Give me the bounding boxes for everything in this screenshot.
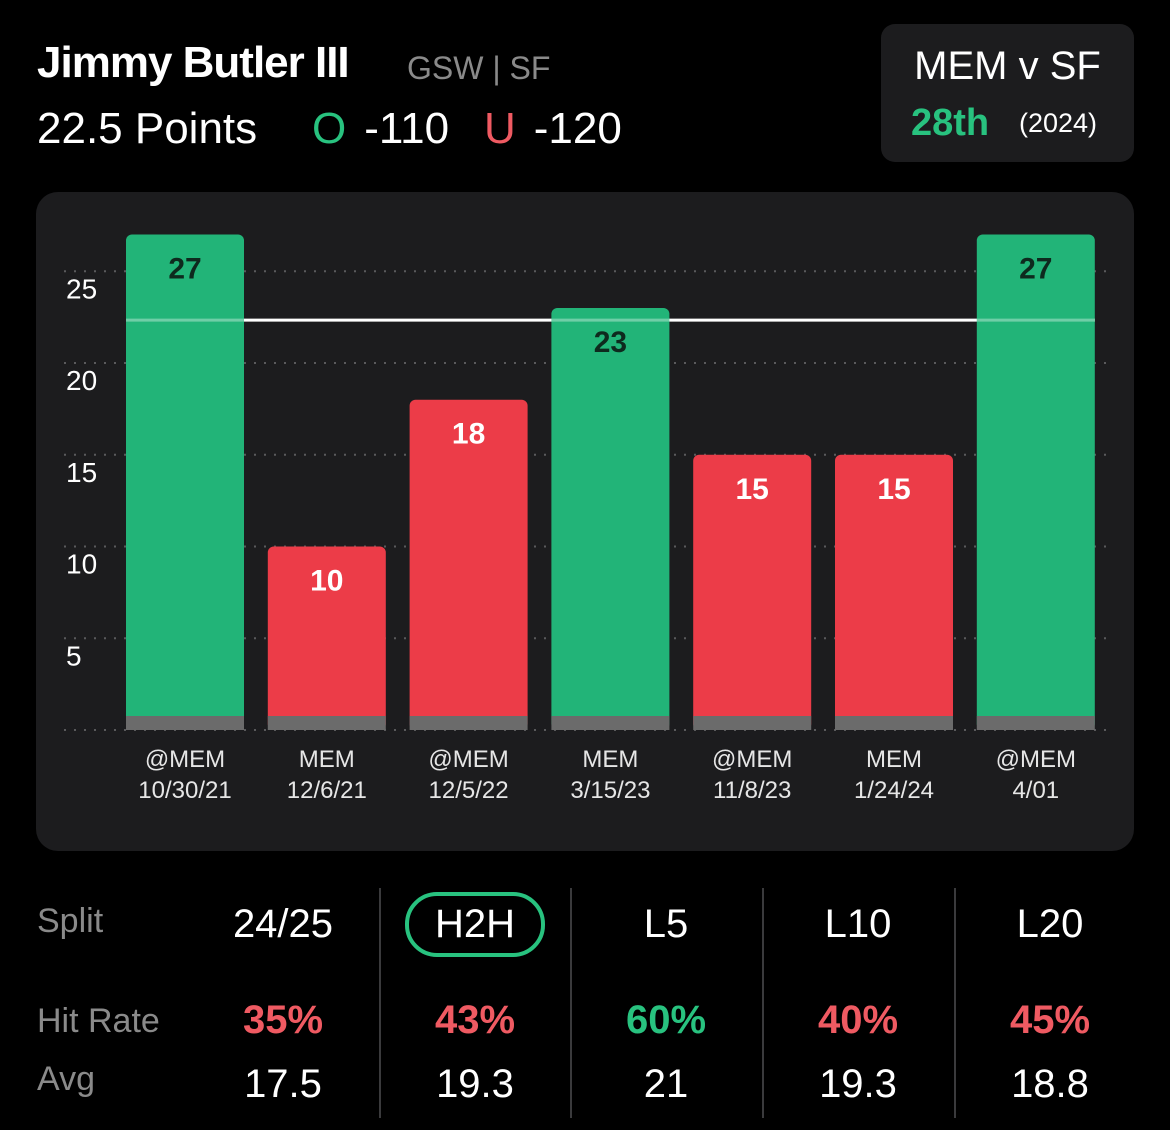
x-tick-label-date: 4/01 — [1012, 777, 1059, 804]
x-tick-label-opponent: @MEM — [712, 746, 792, 773]
matchup-card[interactable]: MEM v SF 28th (2024) — [881, 24, 1134, 162]
hit-rate-value: 40% — [817, 998, 899, 1042]
split-tab-label: L5 — [643, 902, 689, 946]
bar-value-label: 10 — [310, 565, 343, 598]
bar-value-label: 15 — [877, 473, 910, 506]
bar — [835, 454, 953, 730]
x-tick-label-date: 12/5/22 — [429, 777, 509, 804]
bar — [126, 234, 244, 731]
column-divider — [379, 888, 381, 1118]
x-tick-label-opponent: @MEM — [145, 746, 225, 773]
x-tick-label-opponent: @MEM — [996, 746, 1076, 773]
matchup-rank: 28th — [911, 102, 990, 144]
hit-rate-value: 60% — [625, 998, 707, 1042]
bar-value-label: 23 — [594, 326, 627, 359]
bar-base — [126, 716, 244, 730]
column-divider — [570, 888, 572, 1118]
x-tick-label-date: 3/15/23 — [570, 777, 650, 804]
y-tick-label: 20 — [66, 365, 97, 396]
bar-value-label: 18 — [452, 418, 485, 451]
bar-base — [976, 716, 1095, 730]
column-divider — [954, 888, 956, 1118]
bar-base — [551, 716, 670, 730]
avg-row-label: Avg — [37, 1060, 95, 1098]
hit-rate-value: 45% — [1009, 998, 1091, 1042]
split-tab-label: L10 — [824, 902, 892, 946]
x-tick-label-date: 10/30/21 — [138, 777, 231, 804]
split-row-label: Split — [37, 902, 104, 940]
split-tab-label: L20 — [1016, 902, 1084, 946]
bar-base — [409, 716, 528, 730]
hit-rate-value: 43% — [434, 998, 516, 1042]
bar-base — [267, 716, 386, 730]
bar-chart-svg: 5 10 15 20 25 27 @MEM 10/30/21 10 MEM 12/6/21 18 @ME… — [64, 234, 1114, 804]
avg-value: 21 — [643, 1062, 689, 1106]
bar — [267, 546, 386, 730]
x-tick-label-opponent: MEM — [866, 746, 922, 773]
over-odds-button[interactable]: O -110 — [312, 104, 449, 154]
split-tab-l5[interactable]: L5 — [571, 902, 761, 947]
bar-value-label: 27 — [168, 253, 201, 286]
matchup-season: (2024) — [1019, 108, 1098, 138]
hit-rate-value: 35% — [242, 998, 324, 1042]
x-tick-label-date: 1/24/24 — [854, 777, 934, 804]
bar — [693, 454, 812, 730]
bar — [976, 234, 1095, 731]
x-tick-label-opponent: MEM — [582, 746, 638, 773]
x-tick-label-date: 11/8/23 — [713, 777, 791, 804]
bar — [409, 399, 528, 730]
bar-base — [835, 716, 953, 730]
split-tab-h2h[interactable]: H2H — [380, 892, 570, 957]
x-tick-label-date: 12/6/21 — [287, 777, 367, 804]
avg-value: 19.3 — [436, 1062, 514, 1106]
y-tick-label: 10 — [66, 549, 97, 580]
y-tick-label: 5 — [66, 640, 82, 671]
hit-rate-row-label: Hit Rate — [37, 1002, 160, 1040]
bar — [551, 307, 670, 730]
x-tick-label-opponent: @MEM — [428, 746, 508, 773]
over-odds-value: -110 — [364, 104, 450, 153]
bar-base — [693, 716, 812, 730]
player-team-position: GSW | SF — [407, 50, 551, 86]
split-tab-l10[interactable]: L10 — [763, 902, 953, 947]
y-tick-label: 25 — [66, 273, 97, 304]
game-log-chart: 5 10 15 20 25 27 @MEM 10/30/21 10 MEM 12/6/21 18 @ME… — [36, 192, 1134, 851]
column-divider — [762, 888, 764, 1118]
y-tick-label: 15 — [66, 457, 97, 488]
split-tab-label: 24/25 — [232, 902, 334, 946]
under-odds-value: -120 — [533, 104, 622, 153]
avg-value: 18.8 — [1011, 1062, 1089, 1106]
under-tag: U — [484, 104, 516, 153]
player-name: Jimmy Butler III — [37, 38, 350, 87]
bar-value-label: 27 — [1019, 253, 1052, 286]
x-tick-label-opponent: MEM — [299, 746, 355, 773]
split-tab-l20[interactable]: L20 — [955, 902, 1145, 947]
prop-line: 22.5 Points — [37, 104, 258, 153]
avg-value: 19.3 — [819, 1062, 897, 1106]
avg-value: 17.5 — [244, 1062, 322, 1106]
split-tab-label: H2H — [404, 892, 546, 957]
over-tag: O — [312, 104, 347, 153]
stats-table: Split Hit Rate Avg 24/25 35% 17.5 H2H 43% 19.… — [0, 870, 1170, 1130]
split-tab-24-25[interactable]: 24/25 — [188, 902, 378, 947]
under-odds-button[interactable]: U -120 — [484, 104, 622, 154]
bar-value-label: 15 — [736, 473, 769, 506]
matchup-title: MEM v SF — [914, 44, 1101, 88]
